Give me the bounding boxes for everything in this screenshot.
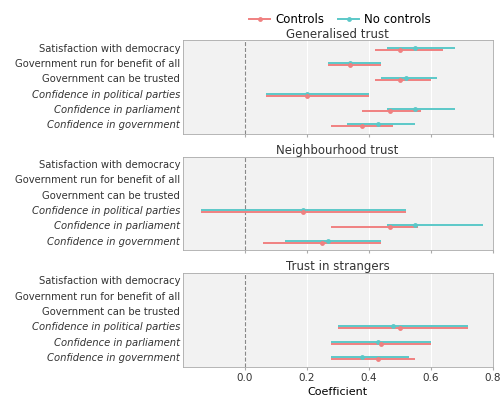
Legend: Controls, No controls: Controls, No controls (244, 8, 436, 30)
Text: Confidence in government: Confidence in government (48, 120, 180, 130)
Text: Confidence in parliament: Confidence in parliament (54, 105, 180, 115)
Text: Confidence in parliament: Confidence in parliament (54, 338, 180, 348)
Text: Government run for benefit of all: Government run for benefit of all (15, 175, 180, 185)
Text: Confidence in political parties: Confidence in political parties (32, 206, 180, 216)
Text: Confidence in government: Confidence in government (48, 353, 180, 363)
Text: Confidence in political parties: Confidence in political parties (32, 90, 180, 100)
Text: Satisfaction with democracy: Satisfaction with democracy (38, 160, 180, 170)
Text: Trust in strangers: Trust in strangers (286, 260, 390, 273)
Text: Government run for benefit of all: Government run for benefit of all (15, 59, 180, 69)
Text: Generalised trust: Generalised trust (286, 28, 389, 40)
Text: Neighbourhood trust: Neighbourhood trust (276, 144, 398, 157)
Text: Confidence in government: Confidence in government (48, 237, 180, 247)
Text: Satisfaction with democracy: Satisfaction with democracy (38, 277, 180, 286)
Text: Satisfaction with democracy: Satisfaction with democracy (38, 44, 180, 54)
Text: Government can be trusted: Government can be trusted (42, 191, 180, 201)
Text: Government can be trusted: Government can be trusted (42, 307, 180, 317)
Text: Government can be trusted: Government can be trusted (42, 75, 180, 84)
X-axis label: Coefficient: Coefficient (308, 387, 368, 397)
Text: Government run for benefit of all: Government run for benefit of all (15, 292, 180, 302)
Text: Confidence in political parties: Confidence in political parties (32, 322, 180, 333)
Text: Confidence in parliament: Confidence in parliament (54, 222, 180, 231)
